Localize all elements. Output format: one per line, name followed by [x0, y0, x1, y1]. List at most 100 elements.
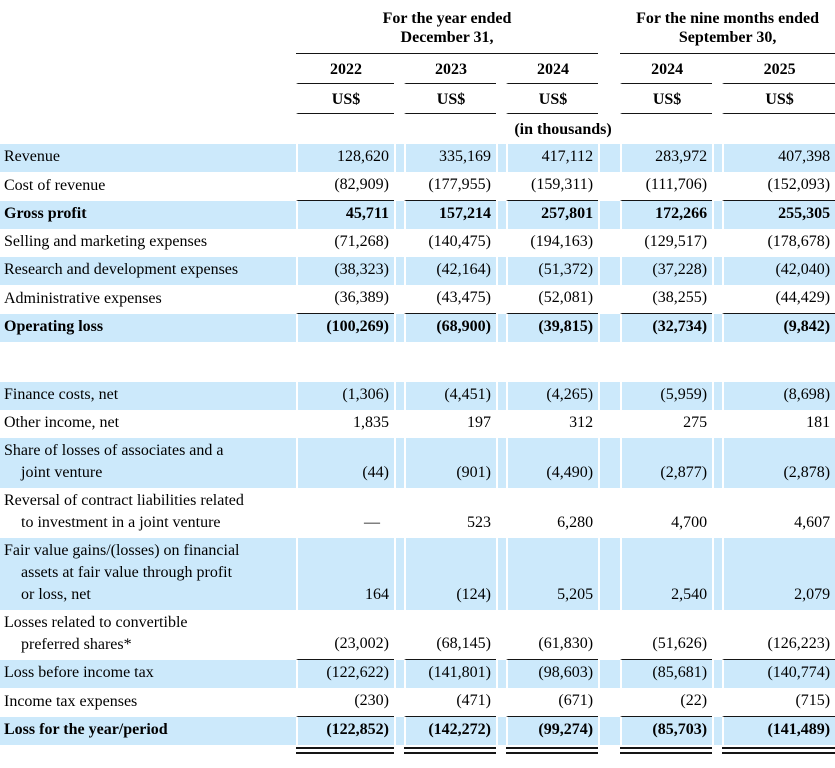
- value-cell: 197: [404, 410, 496, 438]
- table-row: Operating loss (100,269) (68,900) (39,815) (…: [0, 314, 835, 342]
- column-gap: [712, 410, 722, 438]
- double-rule-cell: [620, 745, 713, 756]
- value-cell: 255,305: [722, 201, 835, 229]
- value-cell: 283,972: [620, 144, 713, 172]
- column-gap: [394, 660, 404, 688]
- value-cell: (99,274): [506, 717, 599, 745]
- column-gap: [496, 144, 506, 172]
- column-gap: [394, 229, 404, 257]
- value-cell: (22): [620, 688, 713, 717]
- column-gap: [394, 438, 404, 488]
- units-row: (in thousands): [0, 114, 835, 144]
- row-label-line: Gross profit: [4, 205, 87, 222]
- group-year-ended: For the year ended December 31,: [296, 0, 599, 54]
- double-rule: [404, 747, 496, 754]
- value-cell: (1,306): [296, 382, 394, 410]
- group-separator: [598, 0, 620, 54]
- group-separator: [598, 745, 621, 756]
- spacer-cell: [0, 342, 835, 382]
- row-label: Research and development expenses: [0, 257, 296, 285]
- column-gap: [394, 201, 404, 229]
- table-row: Loss before income tax (122,622) (141,801)…: [0, 660, 835, 688]
- value-cell: (141,801): [404, 660, 496, 688]
- value-cell: 4,607: [722, 488, 835, 538]
- group-nine-months: For the nine months ended September 30,: [620, 0, 835, 54]
- row-label-line: Cost of revenue: [4, 177, 106, 194]
- group-label-line1: For the year ended: [382, 10, 512, 27]
- row-label-line: Income tax expenses: [4, 693, 138, 710]
- column-gap: [496, 257, 506, 285]
- group-separator: [598, 688, 620, 717]
- column-gap: [712, 438, 723, 488]
- column-gap: [496, 314, 506, 342]
- column-gap: [496, 745, 506, 756]
- row-label-line: assets at fair value through profit: [21, 564, 233, 581]
- column-gap: [496, 688, 506, 717]
- double-rule-cell: [404, 745, 496, 756]
- double-rule-cell: [506, 745, 599, 756]
- value-cell: (230): [296, 688, 394, 717]
- column-gap: [394, 410, 404, 438]
- column-gap: [496, 610, 506, 660]
- group-separator: [598, 382, 621, 410]
- column-gap: [712, 688, 722, 717]
- value-cell: (141,489): [722, 717, 835, 745]
- table-row: Loss for the year/period (122,852) (142,27…: [0, 717, 835, 745]
- table-row: Cost of revenue (82,909) (177,955) (159,311…: [0, 172, 835, 201]
- column-gap: [712, 610, 722, 660]
- value-cell: 257,801: [506, 201, 599, 229]
- column-gap: [496, 410, 506, 438]
- group-separator: [598, 144, 621, 172]
- table-row: Selling and marketing expenses (71,268) (1…: [0, 229, 835, 257]
- column-gap: [712, 172, 722, 201]
- value-cell: 45,711: [296, 201, 394, 229]
- value-cell: (159,311): [506, 172, 599, 201]
- value-cell: (126,223): [722, 610, 835, 660]
- value-cell: (194,163): [506, 229, 598, 257]
- row-label: Loss before income tax: [0, 660, 296, 688]
- value-cell: (142,272): [404, 717, 496, 745]
- year-header-row: 2022 2023 2024 2024 2025: [0, 54, 835, 84]
- value-cell: (68,145): [404, 610, 496, 660]
- group-separator: [598, 717, 621, 745]
- column-gap: [496, 201, 506, 229]
- value-cell: (42,040): [722, 257, 835, 285]
- value-cell: 407,398: [722, 144, 835, 172]
- value-cell: 335,169: [404, 144, 496, 172]
- column-gap: [394, 688, 404, 717]
- row-label: Loss for the year/period: [0, 717, 296, 745]
- group-separator: [598, 257, 621, 285]
- table-row: Revenue 128,620 335,169 417,112 283,972 407,3…: [0, 144, 835, 172]
- group-separator: [598, 172, 620, 201]
- value-cell: (38,323): [296, 257, 394, 285]
- group-separator: [598, 660, 621, 688]
- value-cell: (36,389): [296, 285, 394, 314]
- table-row: Losses related to convertible preferred s…: [0, 610, 835, 660]
- value-cell: 1,835: [296, 410, 394, 438]
- row-label-line: Loss for the year/period: [4, 721, 168, 738]
- column-gap: [496, 660, 506, 688]
- row-label: Gross profit: [0, 201, 296, 229]
- row-label-blank: [0, 84, 296, 114]
- value-cell: (38,255): [620, 285, 713, 314]
- blank-cell: [404, 114, 496, 144]
- column-gap: [712, 382, 723, 410]
- currency-label: US$: [506, 84, 599, 114]
- value-cell: (671): [506, 688, 599, 717]
- group-separator: [598, 285, 620, 314]
- column-gap: [712, 660, 723, 688]
- column-gap: [496, 229, 506, 257]
- column-gap: [496, 488, 506, 538]
- row-label-line: to investment in a joint venture: [21, 514, 221, 531]
- blank-cell: [722, 114, 835, 144]
- column-gap: [394, 382, 404, 410]
- column-gap: [712, 314, 723, 342]
- table-row: Other income, net 1,835 197 312 275 181: [0, 410, 835, 438]
- value-cell: (71,268): [296, 229, 394, 257]
- value-cell: (901): [404, 438, 496, 488]
- double-rule: [620, 747, 713, 754]
- group-separator: [598, 201, 621, 229]
- value-cell: (140,475): [404, 229, 496, 257]
- row-label: Reversal of contract liabilities related…: [0, 488, 296, 538]
- row-label-line: Finance costs, net: [4, 386, 119, 403]
